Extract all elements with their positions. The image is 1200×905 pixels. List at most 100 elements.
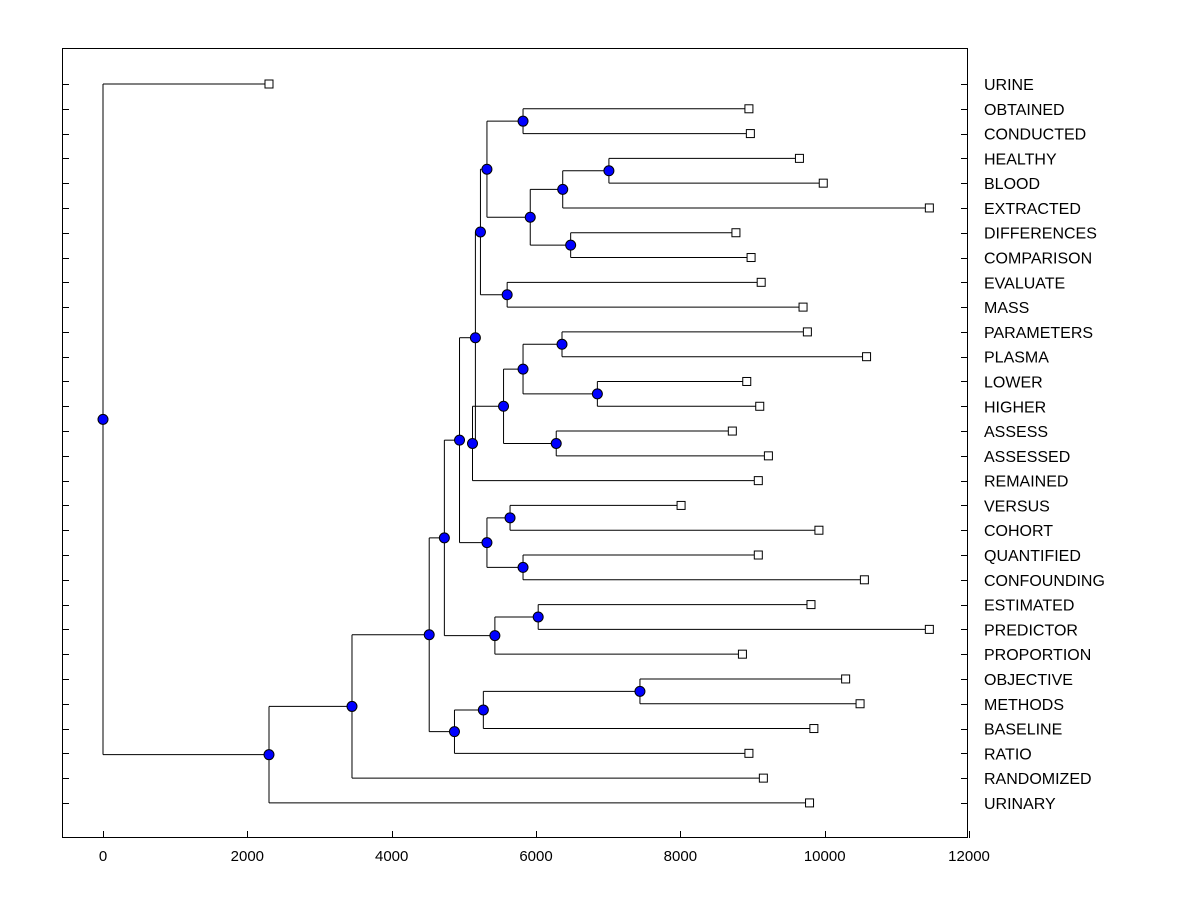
leaf-label: EXTRACTED [984, 201, 1081, 218]
leaf-label: MASS [984, 300, 1029, 317]
x-tick-label: 4000 [375, 848, 408, 865]
leaf-marker [745, 129, 755, 139]
merge-node [504, 512, 516, 524]
x-tick-label: 12000 [948, 848, 990, 865]
leaf-marker [731, 228, 741, 238]
leaf-marker [809, 724, 819, 734]
leaf-label: QUANTIFIED [984, 548, 1081, 565]
x-tick-label: 6000 [519, 848, 552, 865]
x-axis: 0 2000 4000 6000 8000 10000 12000 [99, 831, 990, 865]
merge-node [481, 537, 493, 549]
leaf-marker [758, 773, 768, 783]
leaf-label: LOWER [984, 374, 1043, 391]
leaf-label: URINARY [984, 796, 1056, 813]
merge-node [489, 630, 501, 642]
leaf-labels: URINE OBTAINED CONDUCTED HEALTHY BLOOD EXTRAC… [984, 77, 1105, 813]
leaf-label: CONDUCTED [984, 127, 1086, 144]
leaf-label: OBJECTIVE [984, 672, 1073, 689]
leaf-label: ASSESSED [984, 449, 1070, 466]
merge-node [532, 611, 544, 623]
leaf-label: DIFFERENCES [984, 226, 1097, 243]
leaf-marker [859, 575, 869, 585]
merge-node [454, 434, 466, 446]
leaf-label: BASELINE [984, 722, 1062, 739]
leaf-markers [264, 79, 934, 808]
leaf-label: VERSUS [984, 498, 1050, 515]
merge-nodes [97, 115, 646, 761]
merge-node [469, 332, 481, 344]
merge-node [474, 226, 486, 238]
leaf-marker [727, 426, 737, 436]
leaf-marker [755, 401, 765, 411]
y-tick-marks [62, 84, 968, 804]
leaf-label: HIGHER [984, 399, 1046, 416]
merge-node [263, 749, 275, 761]
leaf-marker [924, 624, 934, 634]
leaf-label: PLASMA [984, 350, 1049, 367]
merge-node [517, 363, 529, 375]
leaf-marker [753, 476, 763, 486]
leaf-marker [841, 674, 851, 684]
merge-node [501, 289, 513, 301]
merge-node [346, 700, 358, 712]
leaf-marker [744, 748, 754, 758]
x-tick-label: 0 [99, 848, 107, 865]
merge-node [498, 400, 510, 412]
leaf-label: ASSESS [984, 424, 1048, 441]
leaf-label: ESTIMATED [984, 598, 1074, 615]
merge-node [477, 704, 489, 716]
leaf-marker [756, 277, 766, 287]
merge-node [557, 183, 569, 195]
leaf-marker [802, 327, 812, 337]
leaf-marker [794, 153, 804, 163]
leaf-label: PARAMETERS [984, 325, 1093, 342]
leaf-label: OBTAINED [984, 102, 1065, 119]
leaf-label: EVALUATE [984, 275, 1065, 292]
leaf-marker [805, 798, 815, 808]
merge-node [97, 413, 109, 425]
leaf-marker [798, 302, 808, 312]
merge-node [423, 629, 435, 641]
x-tick-label: 10000 [804, 848, 846, 865]
leaf-marker [746, 253, 756, 263]
leaf-label: URINE [984, 77, 1034, 94]
leaf-marker [924, 203, 934, 213]
leaf-marker [264, 79, 274, 89]
x-tick-label: 2000 [231, 848, 264, 865]
leaf-label: METHODS [984, 697, 1064, 714]
leaf-label: RATIO [984, 746, 1032, 763]
leaf-marker [744, 104, 754, 114]
leaf-marker [676, 500, 686, 510]
leaf-marker [862, 352, 872, 362]
leaf-label: BLOOD [984, 176, 1040, 193]
leaf-label: PREDICTOR [984, 622, 1078, 639]
plot-frame [62, 48, 968, 838]
leaf-marker [737, 649, 747, 659]
merge-node [603, 165, 615, 177]
leaf-label: CONFOUNDING [984, 573, 1105, 590]
merge-node [517, 115, 529, 127]
leaf-marker [855, 699, 865, 709]
merge-node [550, 437, 562, 449]
merge-node [556, 338, 568, 350]
merge-node [591, 388, 603, 400]
leaf-label: PROPORTION [984, 647, 1091, 664]
merge-node [524, 211, 536, 223]
x-tick-label: 8000 [664, 848, 697, 865]
leaf-label: RANDOMIZED [984, 771, 1092, 788]
merge-node [467, 437, 479, 449]
merge-node [481, 163, 493, 175]
leaf-label: COHORT [984, 523, 1053, 540]
leaf-label: HEALTHY [984, 151, 1057, 168]
leaf-label: COMPARISON [984, 251, 1092, 268]
leaf-marker [814, 525, 824, 535]
leaf-marker [806, 600, 816, 610]
merge-node [634, 685, 646, 697]
leaf-marker [763, 451, 773, 461]
leaf-marker [818, 178, 828, 188]
leaf-marker [753, 550, 763, 560]
dendrogram-links [102, 83, 930, 804]
leaf-label: REMAINED [984, 474, 1068, 491]
